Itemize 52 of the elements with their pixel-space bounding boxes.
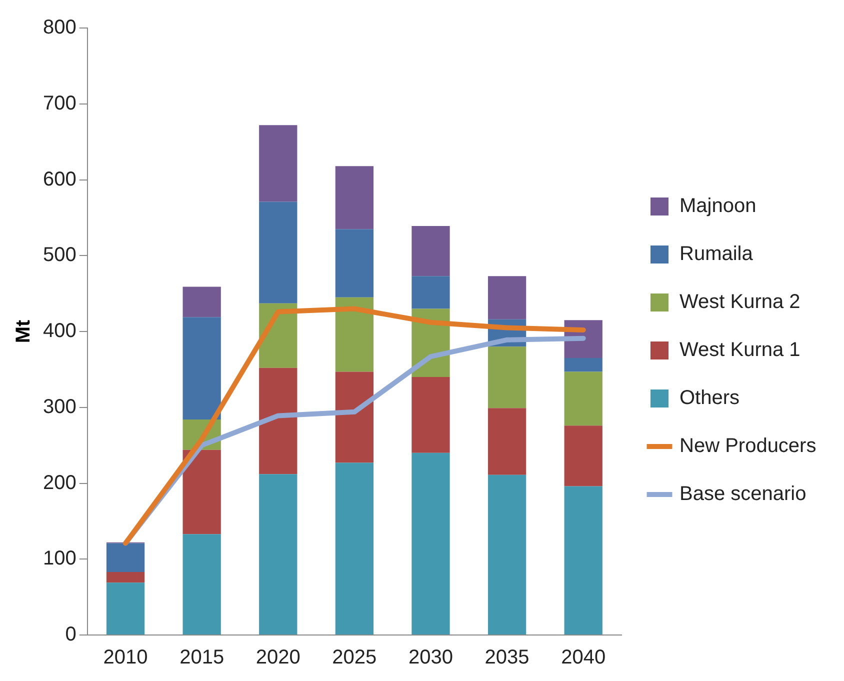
y-tick-label: 500: [42, 244, 76, 266]
legend-label: Rumaila: [680, 243, 754, 266]
bar: [182, 534, 221, 634]
bar: [412, 452, 450, 634]
bar: [106, 582, 145, 634]
bar: [259, 474, 298, 634]
y-tick-label: 300: [42, 396, 76, 418]
legend-label: Others: [680, 387, 740, 410]
bar: [412, 377, 450, 453]
bar: [335, 462, 374, 634]
y-tick-label: 700: [42, 92, 76, 114]
y-axis-title: Mt: [12, 320, 35, 344]
legend-label: New Producers: [680, 435, 816, 458]
bar: [106, 572, 145, 583]
x-tick-label: 2025: [332, 646, 377, 669]
bar: [259, 202, 298, 304]
bar: [182, 317, 221, 420]
bar: [564, 358, 602, 372]
bar: [182, 286, 221, 318]
bar: [488, 474, 526, 634]
bar: [335, 297, 374, 372]
x-tick-label: 2010: [103, 646, 148, 669]
bar: [335, 229, 374, 298]
legend-label: West Kurna 2: [680, 291, 800, 314]
bar: [412, 276, 450, 309]
bar: [182, 450, 221, 534]
bar: [412, 226, 450, 276]
y-tick-label: 100: [42, 548, 76, 570]
y-tick-label: 400: [42, 320, 76, 342]
bar: [259, 125, 298, 202]
y-tick-label: 800: [42, 16, 76, 39]
x-tick-label: 2015: [180, 646, 224, 669]
legend-label: West Kurna 1: [680, 339, 800, 362]
x-tick-label: 2030: [408, 646, 453, 669]
bar: [488, 408, 526, 475]
bar: [488, 346, 526, 408]
y-tick-label: 600: [42, 168, 76, 190]
y-tick-label: 0: [65, 624, 76, 646]
bar: [488, 276, 526, 320]
bar: [335, 372, 374, 463]
bar: [564, 426, 602, 486]
x-tick-label: 2035: [484, 646, 530, 669]
x-tick-label: 2040: [561, 646, 606, 669]
x-tick-label: 2020: [256, 646, 300, 669]
legend-label: Majnoon: [680, 195, 756, 218]
bar: [259, 368, 298, 474]
y-tick-label: 200: [42, 472, 76, 494]
bar: [564, 486, 602, 634]
bar: [106, 543, 145, 572]
bar: [564, 372, 602, 426]
legend-label: Base scenario: [680, 483, 806, 506]
bar: [335, 166, 374, 230]
